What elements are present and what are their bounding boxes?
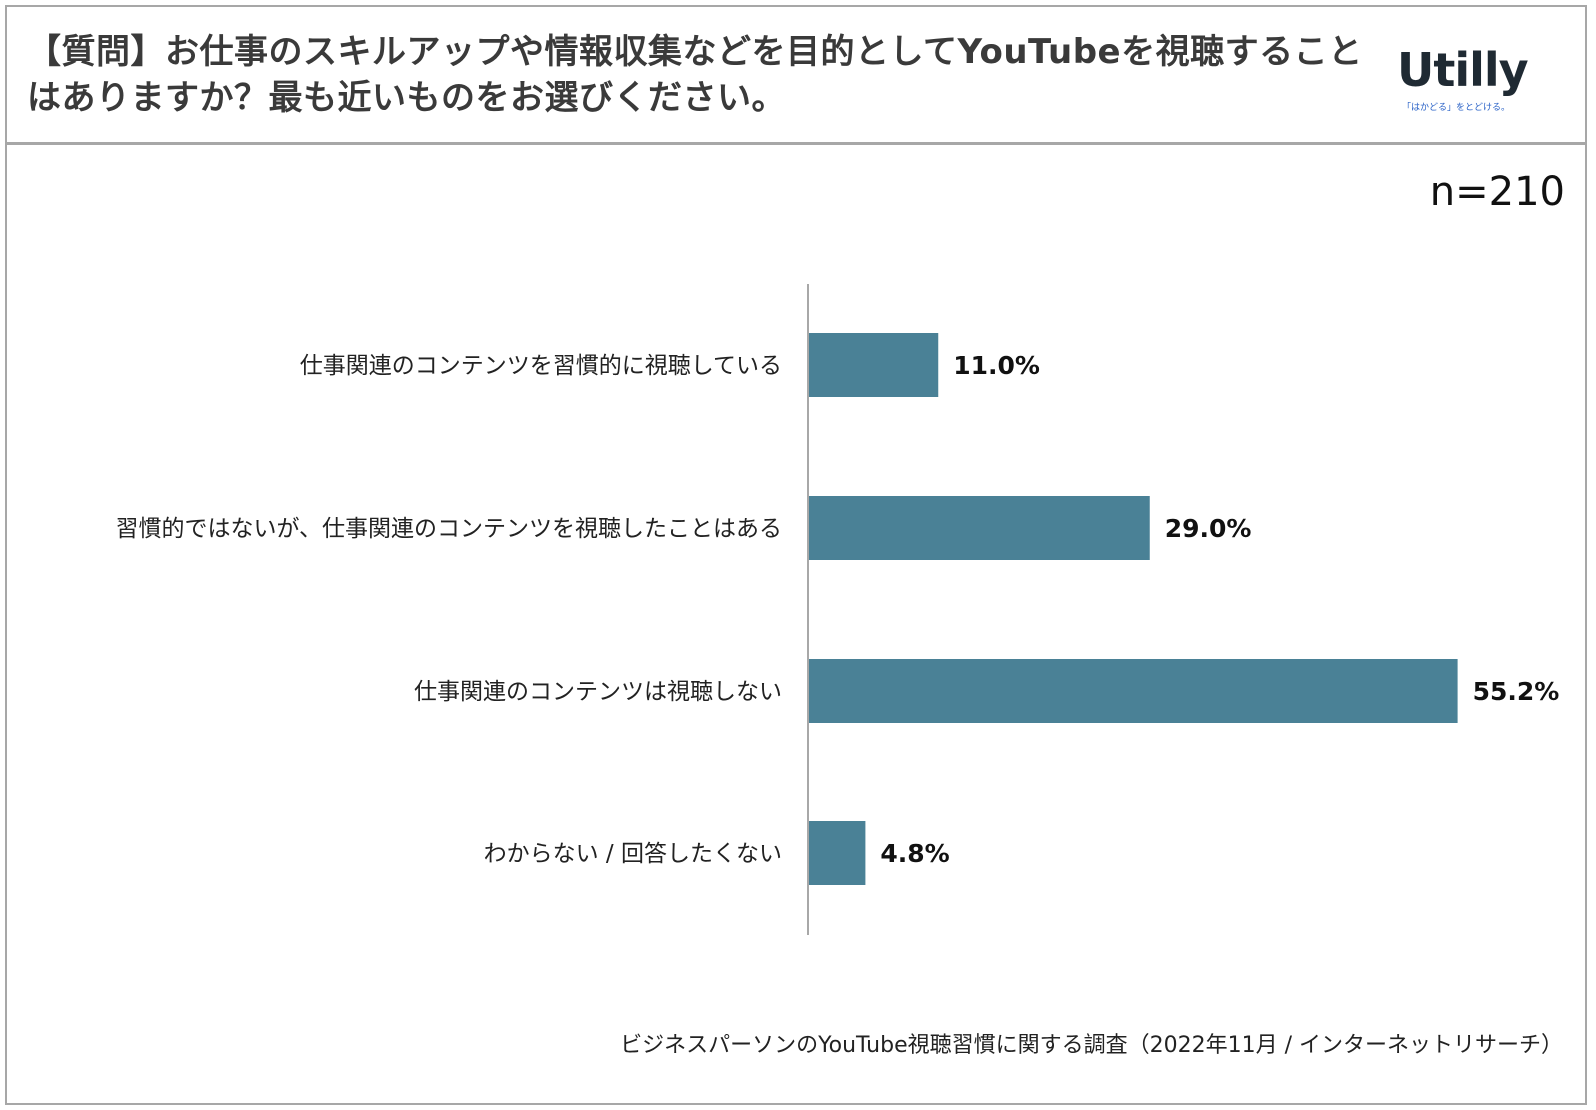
bar — [809, 659, 1458, 723]
category-label: わからない / 回答したくない — [484, 841, 782, 867]
category-label: 仕事関連のコンテンツは視聴しない — [414, 679, 782, 705]
page-title: 【質問】お仕事のスキルアップや情報収集などを目的としてYouTubeを視聴するこ… — [27, 32, 1363, 118]
category-label: 仕事関連のコンテンツを習慣的に視聴している — [300, 353, 782, 379]
bar — [809, 333, 939, 397]
bar — [809, 821, 866, 885]
chart-frame: 【質問】お仕事のスキルアップや情報収集などを目的としてYouTubeを視聴するこ… — [5, 5, 1587, 1105]
utilly-logo: Utilly 「はかどる」をとどける。 — [1397, 43, 1537, 113]
data-label: 29.0% — [1165, 514, 1252, 543]
data-label: 11.0% — [953, 351, 1040, 380]
data-label: 55.2% — [1473, 677, 1560, 706]
data-label: 4.8% — [880, 839, 949, 868]
sample-size: n=210 — [1429, 169, 1565, 215]
bar — [809, 496, 1150, 560]
logo-wordmark: Utilly — [1397, 43, 1529, 97]
category-label: 習慣的ではないが、仕事関連のコンテンツを視聴したことはある — [115, 516, 782, 542]
header: 【質問】お仕事のスキルアップや情報収集などを目的としてYouTubeを視聴するこ… — [7, 7, 1585, 145]
logo-tagline: 「はかどる」をとどける。 — [1402, 103, 1511, 113]
source-note: ビジネスパーソンのYouTube視聴習慣に関する調査（2022年11月 / イン… — [620, 1033, 1563, 1058]
